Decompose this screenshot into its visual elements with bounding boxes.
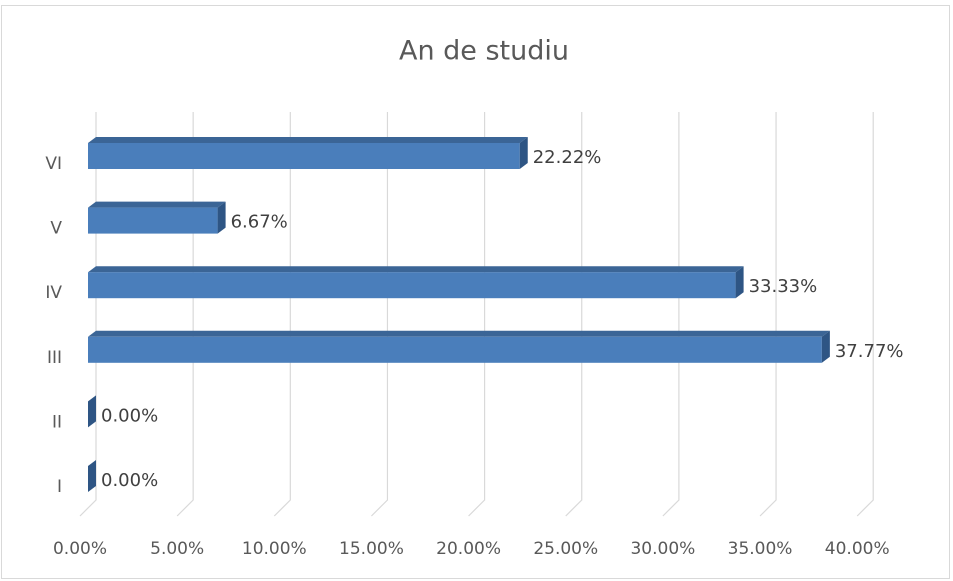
y-tick-label: III <box>47 348 62 368</box>
bar-side <box>88 395 96 428</box>
y-tick-label: II <box>52 412 62 432</box>
bar <box>88 336 822 363</box>
y-tick-label: V <box>50 219 62 239</box>
bar-top <box>88 330 830 337</box>
x-tick-label: 35.00% <box>728 539 793 559</box>
y-tick-label: VI <box>45 154 62 174</box>
value-label: 33.33% <box>749 276 818 297</box>
value-label: 0.00% <box>101 405 158 426</box>
value-label: 0.00% <box>101 470 158 491</box>
grid-line <box>273 112 291 517</box>
bar <box>88 207 218 234</box>
grid-line <box>79 112 97 517</box>
bar <box>88 143 520 169</box>
x-tick-label: 30.00% <box>630 539 695 559</box>
bar-side <box>217 201 226 234</box>
y-tick-label: IV <box>45 283 62 303</box>
grid-line <box>371 112 389 517</box>
x-tick-label: 40.00% <box>825 539 890 559</box>
value-label: 37.77% <box>835 341 904 362</box>
bar-top <box>88 137 528 143</box>
y-tick-label: I <box>57 477 62 497</box>
chart-title: An de studiu <box>399 36 569 67</box>
value-label: 22.22% <box>533 147 602 168</box>
x-tick-label: 0.00% <box>53 539 107 559</box>
bar-side <box>88 460 96 492</box>
x-tick-label: 20.00% <box>436 539 501 559</box>
x-tick-label: 10.00% <box>242 539 307 559</box>
bar <box>88 272 736 299</box>
bar-side <box>735 266 744 299</box>
x-tick-label: 25.00% <box>533 539 598 559</box>
grid-line <box>176 112 194 517</box>
bar-top <box>88 201 226 208</box>
bar-side <box>519 137 528 169</box>
grid-line <box>662 112 680 517</box>
grid-line <box>565 112 583 517</box>
value-label: 6.67% <box>231 212 288 233</box>
grid-line <box>468 112 486 517</box>
bar-top <box>88 266 744 273</box>
x-tick-label: 5.00% <box>150 539 204 559</box>
grid-line <box>759 112 777 517</box>
grid-line <box>856 112 874 517</box>
bar-side <box>821 330 830 363</box>
x-tick-label: 15.00% <box>339 539 404 559</box>
